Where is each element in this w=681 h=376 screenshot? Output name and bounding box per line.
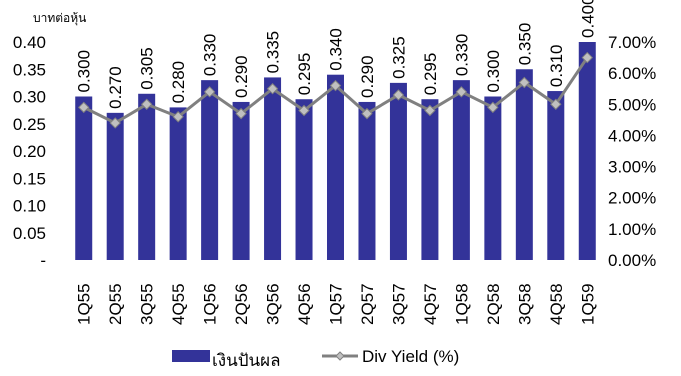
x-axis-tick-label: 2Q56: [232, 283, 251, 325]
bar-value-label: 0.290: [232, 55, 251, 98]
x-axis-tick-label: 1Q58: [452, 283, 471, 325]
x-axis-tick-label: 1Q57: [327, 283, 346, 325]
x-axis-tick-label: 3Q55: [138, 283, 157, 325]
div-yield-point: [550, 98, 562, 110]
bar-value-label: 0.300: [484, 50, 503, 93]
dividend-bar: [389, 82, 407, 260]
div-yield-point: [392, 89, 405, 101]
right-axis-tick-label: 7.00%: [608, 33, 656, 52]
dividend-bar: [201, 80, 219, 261]
left-axis-tick-label: -: [40, 251, 46, 270]
bar-value-label: 0.340: [327, 28, 346, 71]
dividend-bar: [547, 91, 565, 260]
dividend-bar: [421, 99, 439, 260]
x-axis-tick-label: 1Q56: [201, 283, 220, 325]
dividend-bar: [138, 93, 156, 261]
div-yield-point: [298, 104, 310, 117]
x-axis-tick-label: 1Q55: [75, 283, 94, 325]
dividend-bar: [295, 99, 313, 260]
dividend-bar: [327, 74, 344, 260]
bar-value-label: 0.330: [452, 34, 471, 77]
x-axis-tick-label: 2Q57: [358, 283, 377, 325]
x-axis-tick-label: 4Q55: [169, 283, 188, 325]
right-axis-tick-label: 1.00%: [608, 220, 656, 239]
x-axis-tick-label: 4Q57: [421, 283, 440, 325]
x-axis-tick-label: 4Q56: [295, 283, 314, 325]
dividend-bar: [106, 112, 124, 260]
dividend-bar: [75, 96, 93, 260]
div-yield-point: [361, 107, 373, 120]
div-yield-point: [203, 86, 216, 98]
div-yield-point: [487, 101, 499, 114]
dividend-bar: [358, 101, 376, 260]
bar-value-label: 0.270: [106, 66, 125, 109]
div-yield-point: [424, 104, 436, 117]
x-axis-tick-label: 3Q56: [264, 283, 283, 325]
div-yield-point: [581, 51, 593, 64]
div-yield-point: [455, 86, 468, 98]
left-axis-tick-label: 0.20: [13, 142, 46, 161]
left-axis-tick-label: 0.25: [13, 115, 46, 134]
dividend-bar: [232, 101, 250, 260]
left-axis-tick-label: 0.05: [13, 224, 46, 243]
dividend-bar: [169, 107, 187, 261]
div-yield-point: [329, 79, 342, 92]
dividend-bar: [515, 69, 533, 260]
bar-value-label: 0.300: [75, 50, 94, 93]
div-yield-point: [140, 98, 153, 110]
right-axis-tick-label: 2.00%: [608, 189, 656, 208]
div-yield-point: [518, 76, 531, 89]
right-axis-tick-label: 6.00%: [608, 64, 656, 83]
left-axis-tick-label: 0.10: [13, 197, 46, 216]
left-axis-tick-label: 0.30: [13, 88, 46, 107]
legend-line-label: Div Yield (%): [362, 347, 459, 366]
bar-value-label: 0.310: [547, 45, 566, 88]
x-axis-tick-label: 3Q58: [515, 283, 534, 325]
bar-value-label: 0.280: [169, 61, 188, 104]
right-axis-tick-label: 5.00%: [608, 95, 656, 114]
bar-value-label: 0.350: [515, 23, 534, 66]
x-axis-tick-label: 4Q58: [547, 283, 566, 325]
left-axis-tick-label: 0.35: [13, 60, 46, 79]
x-axis-tick-label: 2Q58: [484, 283, 503, 325]
left-axis-unit-label: บาทต่อหุ้น: [33, 11, 86, 26]
x-axis-tick-label: 1Q59: [578, 283, 597, 325]
left-axis-tick-label: 0.40: [13, 33, 46, 52]
dividend-bar: [452, 80, 470, 261]
right-axis-tick-label: 0.00%: [608, 251, 656, 270]
div-yield-point: [235, 107, 247, 120]
bar-value-label: 0.335: [264, 31, 283, 74]
legend-bar-swatch: [172, 350, 210, 362]
dividend-bar: [578, 42, 596, 260]
bar-value-label: 0.295: [295, 53, 314, 96]
dividend-bar: [264, 77, 282, 260]
right-axis-tick-label: 4.00%: [608, 126, 656, 145]
bar-value-label: 0.290: [358, 55, 377, 98]
div-yield-point: [266, 83, 279, 95]
dividend-bar: [484, 96, 502, 260]
right-axis-tick-label: 3.00%: [608, 158, 656, 177]
div-yield-point: [78, 101, 90, 114]
x-axis-tick-label: 2Q55: [106, 283, 125, 325]
bar-value-label: 0.305: [138, 47, 157, 90]
legend-line-marker: [335, 351, 345, 361]
left-axis-tick-label: 0.15: [13, 169, 46, 188]
bar-value-label: 0.325: [389, 36, 408, 79]
div-yield-point: [109, 117, 121, 129]
x-axis-tick-label: 3Q57: [389, 283, 408, 325]
bar-value-label: 0.400: [578, 0, 597, 38]
div-yield-point: [172, 111, 184, 123]
bar-value-label: 0.295: [421, 53, 440, 96]
bar-value-label: 0.330: [201, 34, 220, 77]
legend-bar-label: เงินปันผล: [212, 351, 281, 370]
